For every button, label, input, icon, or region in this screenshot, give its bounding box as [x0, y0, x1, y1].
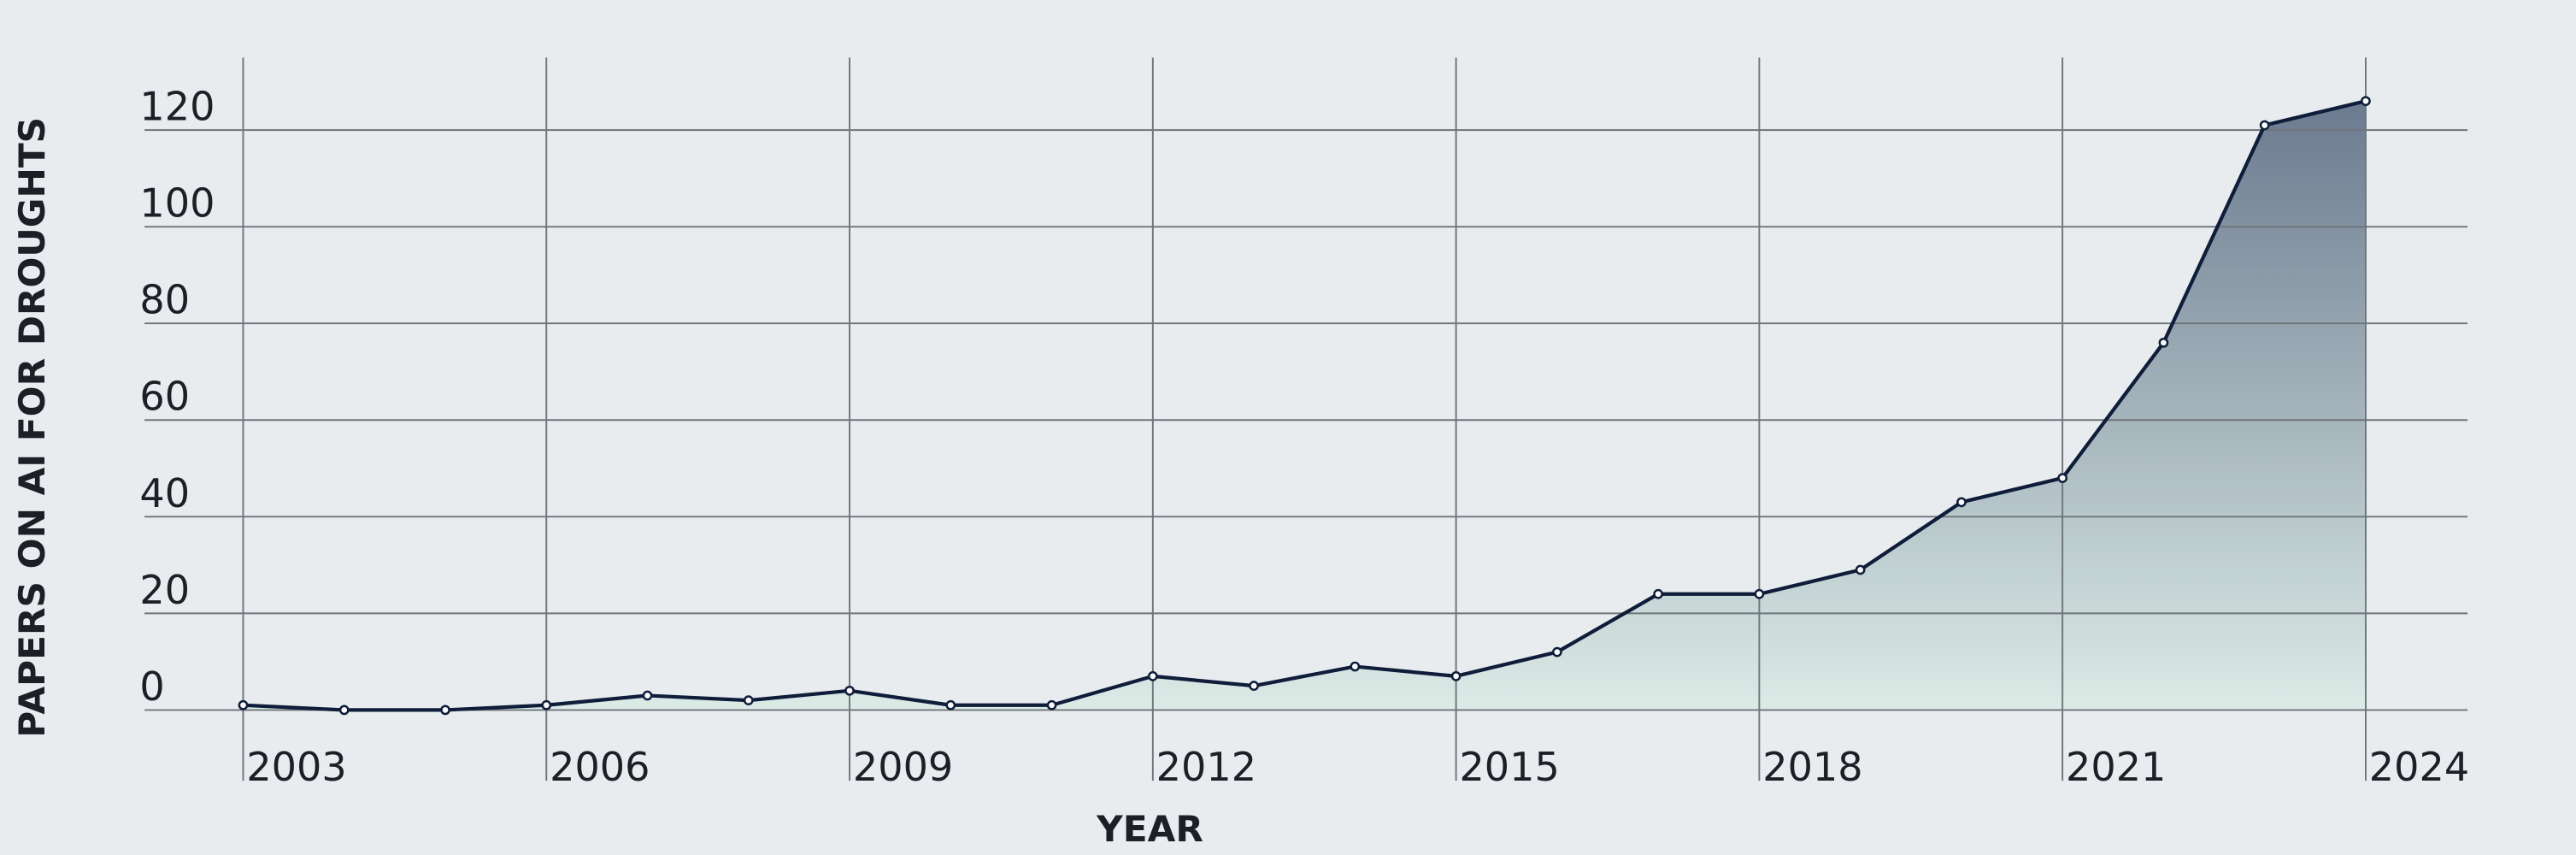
point	[238, 699, 249, 711]
point	[2057, 473, 2068, 483]
point	[1855, 564, 1866, 575]
x-tick-label: 2021	[2066, 744, 2166, 790]
y-tick-label: 40	[139, 470, 190, 516]
point	[1350, 661, 1361, 672]
point	[743, 695, 754, 705]
point	[1046, 699, 1057, 711]
point	[1956, 497, 1967, 508]
x-tick-label: 2012	[1156, 744, 1256, 790]
y-tick-label: 0	[139, 663, 164, 710]
x-tick-label: 2024	[2369, 744, 2469, 790]
x-tick-label: 2006	[550, 744, 650, 790]
point	[1249, 681, 1259, 692]
x-tick-label: 2015	[1459, 744, 1559, 790]
point	[338, 705, 350, 716]
line	[243, 99, 2367, 712]
y-axis-title: PAPERS ON AI FOR DROUGHTS	[11, 117, 53, 738]
point	[1754, 588, 1765, 599]
point	[945, 699, 956, 711]
point	[1552, 646, 1562, 657]
point	[541, 699, 552, 711]
y-tick-label: 60	[139, 374, 190, 420]
point	[1147, 670, 1158, 681]
point	[2259, 120, 2270, 131]
y-tick-label: 100	[139, 180, 215, 227]
point	[642, 690, 653, 701]
point	[844, 685, 855, 696]
y-tick-label: 120	[139, 84, 215, 130]
point	[2361, 96, 2371, 107]
point	[2158, 337, 2169, 348]
x-axis-title: YEAR	[1096, 808, 1203, 850]
x-tick-label: 2003	[246, 744, 346, 790]
point	[1653, 588, 1663, 599]
point	[440, 705, 450, 716]
x-tick-label: 2018	[1762, 744, 1862, 790]
point	[1450, 670, 1461, 681]
y-tick-label: 20	[139, 567, 190, 613]
area	[243, 101, 2366, 711]
x-tick-label: 2009	[853, 744, 953, 790]
y-tick-label: 80	[139, 277, 190, 323]
